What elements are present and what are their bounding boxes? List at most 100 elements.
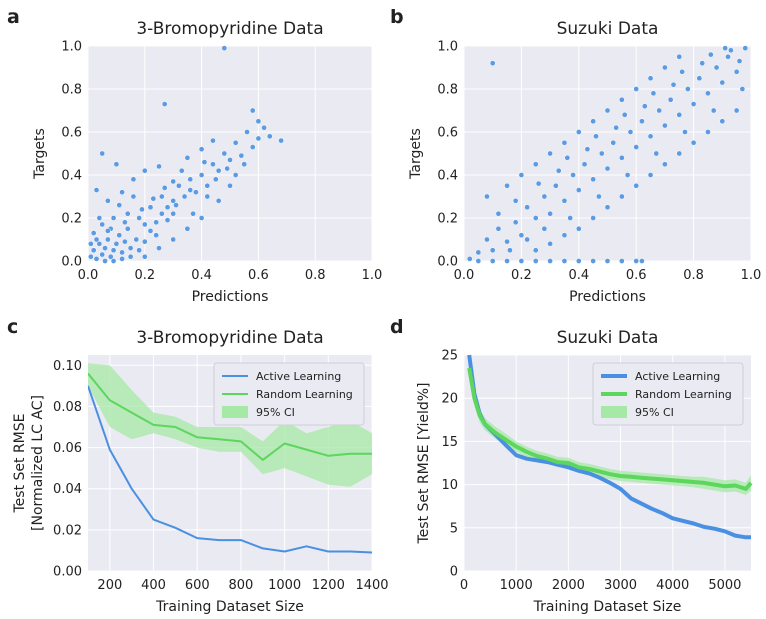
scatter-point xyxy=(249,144,256,150)
y-tick-label: 0.6 xyxy=(61,126,82,141)
scatter-point xyxy=(116,202,123,208)
random-learning-line xyxy=(88,372,372,461)
scatter-point xyxy=(227,157,233,163)
x-tick-label: 0.8 xyxy=(683,268,704,283)
y-tick-label: 0.08 xyxy=(53,400,82,415)
x-axis-label: Training Dataset Size xyxy=(155,599,304,615)
scatter-point xyxy=(690,139,697,146)
scatter-point xyxy=(547,210,553,217)
scatter-point xyxy=(122,238,128,245)
scatter-point xyxy=(198,215,205,221)
scatter-point xyxy=(278,137,284,144)
legend-box xyxy=(213,362,365,426)
x-tick-label: 4000 xyxy=(656,578,689,593)
scatter-point xyxy=(124,210,131,217)
plot-background xyxy=(88,46,372,261)
y-tick-label: 1.0 xyxy=(437,40,458,55)
scatter-point xyxy=(204,193,211,200)
x-axis-label: Predictions xyxy=(569,289,646,305)
scatter-point xyxy=(93,187,100,193)
legend: Active Learning Random Learning 95% CI xyxy=(592,362,744,426)
x-tick-label: 1.0 xyxy=(362,268,383,283)
scatter-point xyxy=(561,139,568,146)
scatter-point xyxy=(604,107,611,114)
scatter-point xyxy=(495,210,502,217)
scatter-point xyxy=(141,221,148,228)
scatter-point xyxy=(232,172,239,178)
x-tick-label: 0.6 xyxy=(626,268,647,283)
legend: Active Learning Random Learning 95% CI xyxy=(213,362,365,426)
scatter-point xyxy=(604,165,611,172)
x-tick-label: 800 xyxy=(229,578,254,593)
chart-title: Suzuki Data xyxy=(557,328,659,348)
scatter-point xyxy=(96,215,103,221)
plot-background xyxy=(464,46,751,261)
scatter-point xyxy=(507,247,513,254)
y-axis-label: Targets xyxy=(408,128,424,180)
scatter-point xyxy=(619,96,625,103)
scatter-point xyxy=(495,225,502,232)
legend-ci-swatch xyxy=(222,406,248,418)
scatter-point xyxy=(136,247,142,254)
scatter-point xyxy=(119,249,125,256)
scatter-point xyxy=(130,193,137,200)
scatter-point xyxy=(725,53,731,60)
scatter-point xyxy=(532,247,539,254)
scatter-point xyxy=(633,182,640,189)
scatter-point xyxy=(518,258,525,264)
scatter-point xyxy=(604,204,611,211)
scatter-point xyxy=(667,96,674,103)
scatter-point xyxy=(215,197,222,204)
scatter-point xyxy=(88,240,94,247)
scatter-point xyxy=(722,45,729,52)
panel-d: 0 1000 2000 3000 4000 5000 0 5 10 15 20 25 d Suzuki D… xyxy=(390,316,753,615)
legend-ci: 95% CI xyxy=(635,406,674,419)
scatter-point xyxy=(210,137,216,144)
scatter-point xyxy=(156,163,162,170)
scatter-point xyxy=(187,187,194,193)
y-tick-label: 0.06 xyxy=(53,441,82,456)
scatter-point xyxy=(147,204,154,211)
panel-letter: b xyxy=(390,6,404,28)
scatter-point xyxy=(170,197,177,204)
scatter-point xyxy=(212,176,219,183)
scatter-point xyxy=(170,210,177,217)
scatter-point xyxy=(153,232,160,239)
scatter-point xyxy=(90,230,97,236)
scatter-point xyxy=(547,258,553,264)
scatter-point xyxy=(249,107,256,114)
scatter-point xyxy=(719,79,726,86)
plot-area xyxy=(467,354,753,540)
scatter-point xyxy=(584,146,591,153)
scatter-point xyxy=(90,247,97,254)
y-tick-label: 1.0 xyxy=(61,40,82,55)
scatter-point xyxy=(176,182,182,189)
y-tick-label: 10 xyxy=(441,478,458,493)
scatter-point xyxy=(105,228,111,234)
scatter-point xyxy=(204,182,211,189)
scatter-point xyxy=(158,210,165,217)
x-tick-label: 200 xyxy=(97,578,122,593)
scatter-point xyxy=(719,118,726,125)
scatter-point xyxy=(181,193,188,200)
y-axis-label: Targets xyxy=(32,128,48,180)
x-tick-label: 0.6 xyxy=(248,268,269,283)
y-tick-label: 0.2 xyxy=(61,212,82,227)
x-tick-label: 0.2 xyxy=(511,268,532,283)
legend-ci: 95% CI xyxy=(256,406,295,419)
scatter-point xyxy=(581,161,588,168)
scatter-point xyxy=(624,172,631,178)
scatter-point xyxy=(221,45,228,52)
chart-title: 3-Bromopyridine Data xyxy=(136,19,323,39)
scatter-point xyxy=(221,150,228,157)
scatter-point xyxy=(676,111,683,118)
scatter-point xyxy=(99,150,106,157)
scatter-point xyxy=(590,176,597,183)
scatter-point xyxy=(99,221,106,228)
y-tick-label: 0.2 xyxy=(437,212,458,227)
y-tick-label: 0.00 xyxy=(53,565,82,580)
scatter-point xyxy=(224,165,231,172)
scatter-point xyxy=(619,193,625,200)
x-tick-label: 1000 xyxy=(500,578,533,593)
scatter-point xyxy=(598,150,605,157)
